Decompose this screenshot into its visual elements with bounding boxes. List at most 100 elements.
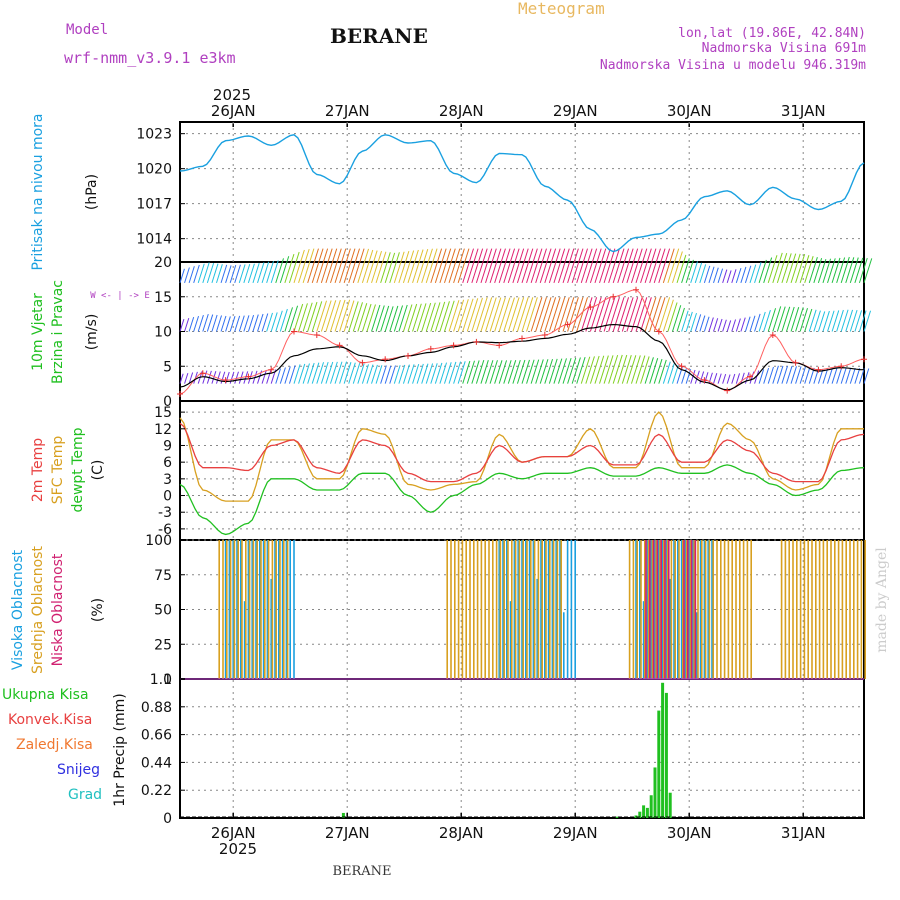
year-label-top: 2025 xyxy=(213,86,251,104)
wind-barb-l2-504 xyxy=(371,250,383,284)
precip-ytick-3: 0.66 xyxy=(141,728,172,744)
wind-barb-l1-1344 xyxy=(690,313,697,332)
wind-barb-l1-1332 xyxy=(685,311,693,332)
pressure-ytick-2: 1020 xyxy=(136,162,172,178)
wind-barb-l0-180 xyxy=(247,371,253,384)
wind-barb-l2-312 xyxy=(298,248,310,284)
wind-barb-l0-636 xyxy=(421,363,429,384)
wind-barb-l2-288 xyxy=(288,251,300,284)
wind-barb-l0-624 xyxy=(416,363,424,384)
temperature-ytick-3: 3 xyxy=(163,472,172,488)
wind-gust-series-line xyxy=(179,289,865,395)
wind-gust-marker-9 xyxy=(382,356,389,363)
wind-barb-l1-120 xyxy=(225,316,231,332)
top-day-label-27JAN: 27JAN xyxy=(325,102,370,120)
wind-barb-l1-732 xyxy=(457,299,469,332)
wind-barb-l2-792 xyxy=(480,248,493,284)
wind-gust-marker-5 xyxy=(291,328,297,335)
wind-barb-l2-1512 xyxy=(754,262,762,284)
wind-barb-l1-756 xyxy=(466,298,479,332)
wind-gust-marker-7 xyxy=(336,342,343,349)
wind-gust-marker-1 xyxy=(199,370,206,377)
wind-barb-l0-1572 xyxy=(776,365,784,384)
wind-barb-l1-612 xyxy=(412,303,422,332)
wind-barb-l2-1764 xyxy=(849,257,859,284)
wind-barb-l1-636 xyxy=(421,302,432,332)
wind-barb-l0-924 xyxy=(530,359,540,384)
wind-barb-l1-720 xyxy=(453,299,465,332)
wind-barb-l2-300 xyxy=(293,249,305,284)
wind-barb-l2-996 xyxy=(558,248,570,284)
wind-barb-l0-1476 xyxy=(740,372,745,384)
wind-barb-l0-792 xyxy=(480,360,489,384)
wind-barb-l2-1212 xyxy=(640,248,652,284)
wind-barb-l2-1500 xyxy=(749,264,757,284)
cloud-ytick-2: 50 xyxy=(154,603,172,619)
model-name: wrf-nmm_v3.9.1 e3km xyxy=(64,49,236,67)
wind-barb-l1-1524 xyxy=(758,311,766,332)
wind-barb-l1-552 xyxy=(389,305,399,332)
wind-barb-l1-1140 xyxy=(612,297,625,332)
wind-barb-l0-1404 xyxy=(713,373,718,384)
wind-barb-l2-1656 xyxy=(808,257,818,284)
temperature-ytick-1: -3 xyxy=(158,505,172,521)
wind-barb-l2-468 xyxy=(357,248,370,284)
wind-barb-l2-840 xyxy=(498,248,511,284)
wind-barb-l1-252 xyxy=(275,310,283,332)
wind-barb-l0-1236 xyxy=(649,358,659,384)
wind-barb-l1-168 xyxy=(243,315,250,332)
wind-barb-l2-1476 xyxy=(740,266,747,284)
wind-barb-l0-456 xyxy=(352,363,361,384)
coords-label: lon,lat (19.86E, 42.84N) xyxy=(678,26,866,41)
wind-barb-l0-468 xyxy=(357,363,365,384)
wind-barb-l0-564 xyxy=(393,365,401,384)
precip-ytick-2: 0.44 xyxy=(141,755,172,771)
wind-barb-l2-1224 xyxy=(644,248,657,284)
wind-barb-l0-780 xyxy=(475,360,485,384)
wind-barb-l2-1440 xyxy=(726,270,732,284)
wind-barb-l2-0 xyxy=(179,268,185,284)
wind-barb-l1-1560 xyxy=(772,306,782,332)
temperature-ytick-5: 9 xyxy=(163,438,172,454)
wind-barb-l0-744 xyxy=(462,360,471,384)
wind-barb-l2-1116 xyxy=(603,248,616,284)
wind-barb-l0-1044 xyxy=(576,356,586,384)
wind-barb-l0-1188 xyxy=(630,355,641,384)
wind-barb-l0-1020 xyxy=(567,357,577,384)
wind-barb-l2-756 xyxy=(466,248,479,284)
wind-barb-l0-1464 xyxy=(735,373,741,384)
watermark: made by Angel xyxy=(874,547,890,653)
wind-barb-l2-1356 xyxy=(694,262,703,284)
bottom-day-label-31JAN: 31JAN xyxy=(781,824,826,842)
wind-barb-l0-1452 xyxy=(731,373,736,384)
wind-gust-marker-13 xyxy=(473,338,480,345)
wind-barb-l1-492 xyxy=(366,304,376,332)
wind-barb-l2-816 xyxy=(489,248,502,284)
wind-barb-l2-660 xyxy=(430,248,443,284)
wind-barb-l1-1500 xyxy=(749,315,756,332)
wind-barb-l0-24 xyxy=(188,372,194,384)
wind-barb-l1-1224 xyxy=(644,297,657,332)
wind-barb-l1-792 xyxy=(480,297,493,332)
wind-barb-l0-1584 xyxy=(781,365,788,384)
wind-barb-l1-312 xyxy=(298,303,308,332)
wind-barb-l0-720 xyxy=(453,361,462,384)
wind-barb-l0-660 xyxy=(430,363,438,384)
wind-gust-marker-15 xyxy=(519,335,525,342)
wind-barb-l1-348 xyxy=(311,301,323,332)
cloud-bars xyxy=(180,540,867,680)
wind-barb-l2-1704 xyxy=(827,258,836,284)
wind-barb-l1-528 xyxy=(380,305,390,332)
wind-barb-l0-972 xyxy=(548,358,558,384)
wind-barb-l0-648 xyxy=(425,363,434,384)
wind-barb-l2-1188 xyxy=(630,248,643,284)
pressure-ylabel-unit: (hPa) xyxy=(84,174,100,210)
wind-barb-l2-948 xyxy=(539,248,552,284)
wind-barb-l2-1632 xyxy=(799,255,810,284)
wind-barb-l0-1056 xyxy=(580,356,591,384)
wind-barb-l2-552 xyxy=(389,252,400,284)
wind-barb-l1-816 xyxy=(489,297,502,332)
cloud-ytick-0: 0 xyxy=(163,672,172,688)
wind-barb-l1-1716 xyxy=(831,310,840,332)
wind-barb-l1-1608 xyxy=(790,307,800,332)
